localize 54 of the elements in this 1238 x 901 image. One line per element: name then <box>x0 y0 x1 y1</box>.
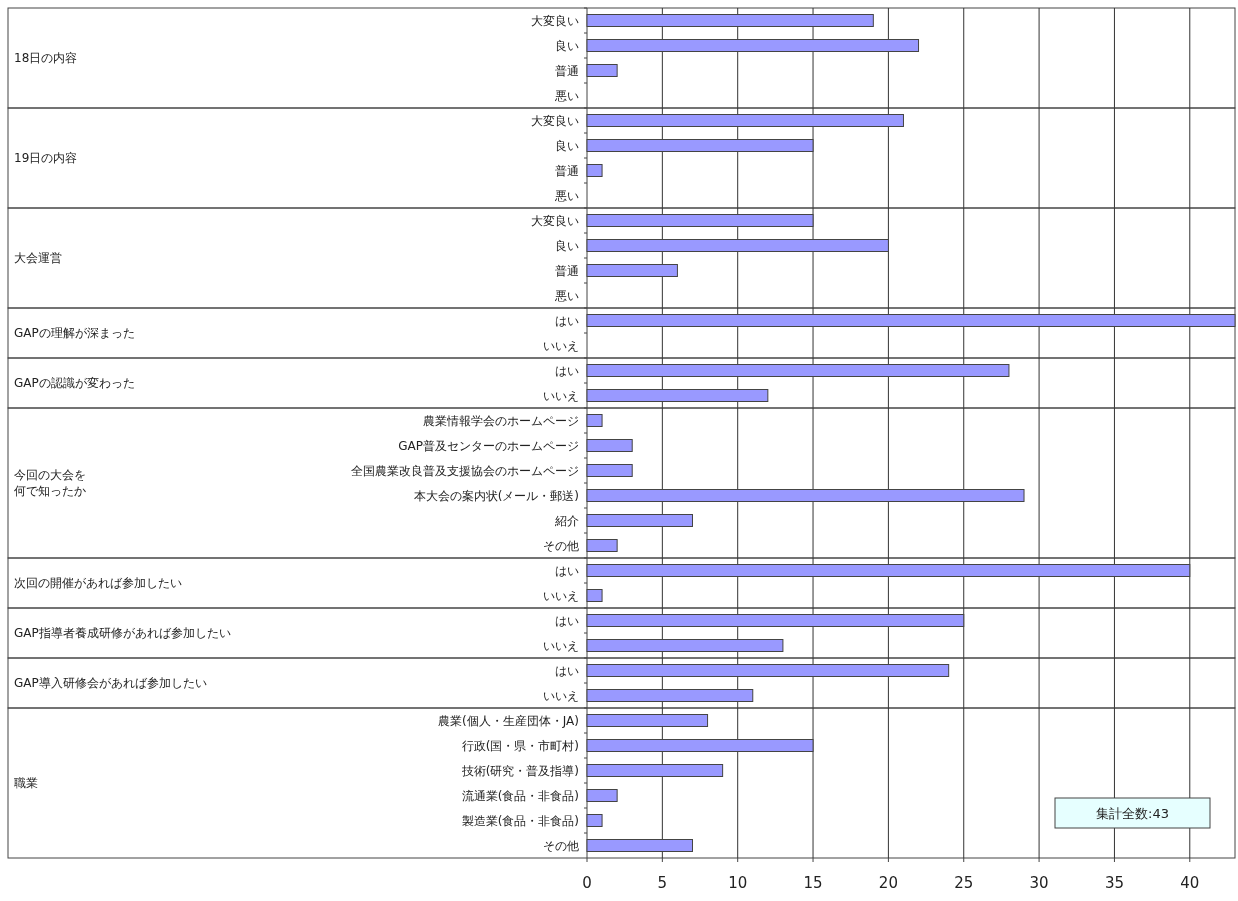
y-tick-label: 大変良い <box>531 213 579 228</box>
y-axis-title: 今回の大会を何で知ったか <box>14 468 86 498</box>
y-tick-label: いいえ <box>543 638 579 653</box>
y-tick-label: いいえ <box>543 688 579 703</box>
y-tick-label: 大変良い <box>531 113 579 128</box>
y-tick-label: 良い <box>555 138 579 153</box>
y-axis-title: GAPの認識が変わった <box>14 376 135 390</box>
y-tick-label: その他 <box>543 838 579 853</box>
y-tick-label: 良い <box>555 238 579 253</box>
y-tick-label: 大変良い <box>531 13 579 28</box>
y-axis-title: 次回の開催があれば参加したい <box>14 576 182 590</box>
x-tick-label: 25 <box>954 874 974 892</box>
x-tick-label: 10 <box>728 874 748 892</box>
y-tick-label: 本大会の案内状(メール・郵送) <box>413 488 579 503</box>
y-tick-label: 良い <box>555 38 579 53</box>
y-axis-title: 19日の内容 <box>14 151 78 165</box>
x-tick-label: 15 <box>803 874 823 892</box>
y-tick-label: その他 <box>543 538 579 553</box>
y-tick-label: 農業(個人・生産団体・JA) <box>438 713 579 728</box>
x-tick-label: 20 <box>878 874 898 892</box>
y-tick-label: 農業情報学会のホームページ <box>423 413 579 428</box>
annotation: 集計全数:43 <box>1096 806 1169 821</box>
y-tick-label: いいえ <box>543 588 579 603</box>
y-tick-label: いいえ <box>543 338 579 353</box>
y-tick-label: 流通業(食品・非食品) <box>461 788 579 803</box>
y-tick-label: 普通 <box>555 263 579 278</box>
y-tick-label: 悪い <box>554 188 579 203</box>
y-tick-label: 悪い <box>554 288 579 303</box>
y-tick-label: はい <box>555 613 579 628</box>
y-tick-label: 全国農業改良普及支援協会のホームページ <box>351 463 579 478</box>
y-tick-label: 普通 <box>555 163 579 178</box>
y-axis-title: GAPの理解が深まった <box>14 326 135 340</box>
y-axis-title: GAP導入研修会があれば参加したい <box>14 676 207 690</box>
y-tick-label: 悪い <box>554 88 579 103</box>
y-tick-label: 行政(国・県・市町村) <box>461 738 579 753</box>
y-tick-label: 技術(研究・普及指導) <box>460 763 579 778</box>
x-tick-label: 5 <box>657 874 668 892</box>
y-tick-label: GAP普及センターのホームページ <box>398 438 579 453</box>
y-tick-label: はい <box>555 313 579 328</box>
y-tick-label: いいえ <box>543 388 579 403</box>
y-tick-label: 製造業(食品・非食品) <box>461 813 579 828</box>
y-tick-label: 普通 <box>555 63 579 78</box>
y-tick-label: はい <box>555 663 579 678</box>
x-tick-label: 0 <box>582 874 592 892</box>
x-tick-label: 40 <box>1180 874 1200 892</box>
y-axis-title: GAP指導者養成研修があれば参加したい <box>14 626 231 640</box>
y-tick-label: はい <box>555 563 579 578</box>
y-axis-title: 職業 <box>14 776 38 790</box>
x-tick-label: 35 <box>1104 874 1124 892</box>
y-axis-title: 18日の内容 <box>14 51 78 65</box>
y-axis-title: 大会運営 <box>14 251 62 265</box>
y-tick-label: はい <box>555 363 579 378</box>
x-tick-label: 30 <box>1029 874 1049 892</box>
y-tick-label: 紹介 <box>554 513 579 528</box>
